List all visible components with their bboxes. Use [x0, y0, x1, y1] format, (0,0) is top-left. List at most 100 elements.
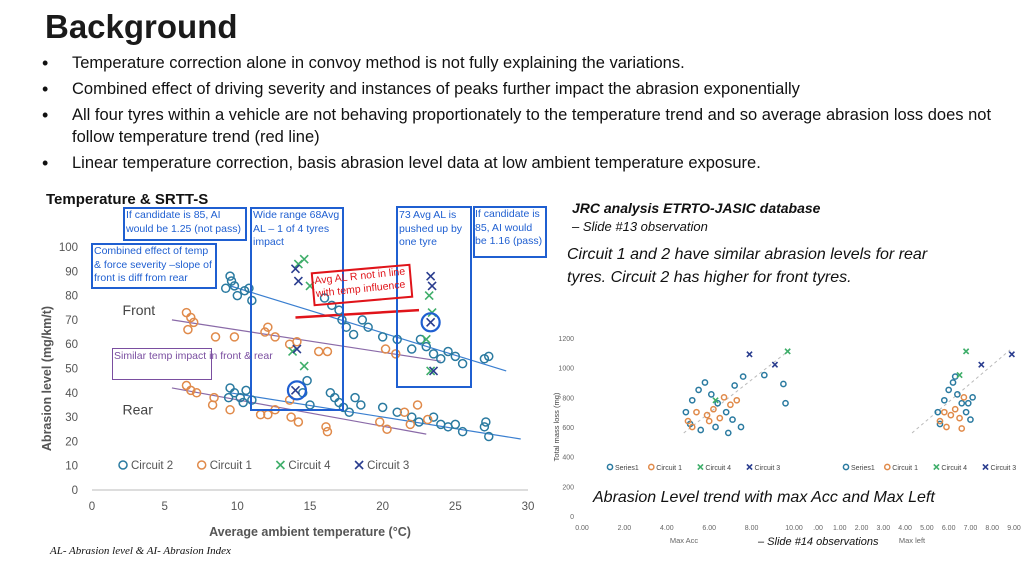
x-tick-label: 9.00 — [1007, 525, 1021, 532]
data-point — [949, 379, 957, 386]
data-point — [688, 423, 696, 431]
data-point — [322, 346, 333, 357]
data-point — [484, 431, 494, 442]
x-tick-label: 8.00 — [745, 525, 759, 532]
data-point — [695, 386, 702, 394]
data-point — [943, 423, 950, 431]
x-tick-label: 25 — [449, 501, 462, 513]
data-point — [484, 351, 494, 362]
data-point — [426, 366, 436, 376]
data-point — [225, 271, 235, 281]
x-tick-label: 6.00 — [702, 525, 716, 532]
data-point — [293, 276, 303, 286]
data-point — [716, 414, 724, 422]
y-tick-label: 1000 — [558, 366, 574, 373]
bullet-item: All four tyres within a vehicle are not … — [40, 104, 1000, 148]
data-point — [426, 271, 436, 281]
data-point — [421, 334, 431, 344]
data-point — [421, 341, 432, 352]
x-axis-label: Max left — [899, 536, 926, 545]
y-tick-label: 10 — [65, 461, 78, 473]
data-point — [933, 463, 940, 471]
x-tick-label: 4.00 — [660, 525, 674, 532]
annotation-ai85-left: If candidate is 85, AI would be 1.25 (no… — [126, 209, 241, 235]
data-point — [196, 460, 207, 470]
bullet-item: Linear temperature correction, basis abr… — [40, 152, 1000, 174]
legend-label: Circuit 4 — [288, 460, 331, 472]
data-point — [207, 400, 218, 410]
x-tick-label: 10 — [231, 501, 244, 513]
bullet-item: Temperature correction alone in convoy m… — [40, 52, 1000, 74]
data-point — [1008, 351, 1015, 358]
y-tick-label: 20 — [65, 436, 78, 448]
data-point — [697, 463, 704, 471]
data-point — [188, 317, 199, 328]
legend-label: Series1 — [851, 465, 875, 472]
max-acc-chart: 0 200 400 600 800 1000 1200 Total mass loss (mg… — [552, 336, 803, 545]
data-point — [722, 408, 730, 416]
data-point — [969, 393, 976, 401]
y-tick-label: 0 — [72, 485, 78, 497]
data-point — [238, 397, 248, 408]
data-point — [962, 408, 970, 416]
data-point — [232, 290, 243, 301]
trend-line-rear-c2 — [229, 392, 521, 440]
data-point — [414, 417, 424, 427]
y-tick-label: 40 — [65, 388, 78, 400]
legend-label: Circuit 3 — [991, 465, 1017, 472]
x-tick-label: 5.00 — [920, 525, 934, 532]
data-point — [375, 417, 385, 427]
data-point — [842, 463, 850, 471]
data-point — [428, 412, 439, 422]
data-point — [710, 405, 717, 413]
data-point — [350, 392, 360, 403]
trend-line — [683, 349, 791, 434]
data-point — [210, 332, 221, 342]
data-point — [780, 380, 787, 388]
data-point — [697, 426, 705, 434]
x-tick-label: 4.00 — [898, 525, 912, 532]
data-point — [118, 460, 128, 470]
data-point — [947, 411, 955, 419]
data-point — [363, 322, 373, 332]
legend-label: Circuit 4 — [941, 465, 967, 472]
x-tick-label: 0 — [89, 501, 95, 513]
data-point — [186, 312, 196, 323]
data-point — [292, 337, 302, 347]
data-point — [344, 407, 354, 417]
x-tick-label: 20 — [376, 501, 389, 513]
data-point — [954, 391, 961, 398]
rear-label: Rear — [123, 402, 154, 418]
data-point — [746, 351, 753, 358]
data-point — [739, 373, 747, 380]
x-tick-label: 30 — [522, 501, 535, 513]
data-point — [405, 419, 416, 430]
data-point — [186, 385, 196, 396]
x-tick-label: 2.00 — [618, 525, 632, 532]
data-point — [962, 348, 970, 355]
data-point — [287, 346, 298, 357]
x-tick-label: 5 — [161, 501, 167, 513]
annotation-box — [91, 243, 217, 289]
x-axis-label: Max Acc — [670, 536, 699, 545]
data-point — [406, 344, 417, 354]
data-point — [450, 419, 461, 430]
data-point — [290, 264, 301, 274]
data-point — [731, 382, 738, 389]
annotation-box — [396, 206, 472, 388]
data-point — [223, 392, 234, 403]
x-tick-label: 6.00 — [942, 525, 956, 532]
avg-trend-line — [295, 308, 420, 319]
data-point — [782, 399, 789, 407]
data-point — [457, 358, 468, 369]
bullet-item: Combined effect of driving severity and … — [40, 78, 1000, 100]
data-point — [286, 412, 296, 422]
data-point — [712, 423, 719, 431]
data-point — [260, 327, 270, 337]
data-point — [354, 460, 364, 470]
data-point — [956, 414, 963, 422]
data-point — [457, 426, 468, 437]
y-tick-label: 90 — [65, 266, 78, 278]
data-point — [191, 388, 202, 398]
circuit-note: Circuit 1 and 2 have similar abrasion le… — [567, 246, 928, 286]
